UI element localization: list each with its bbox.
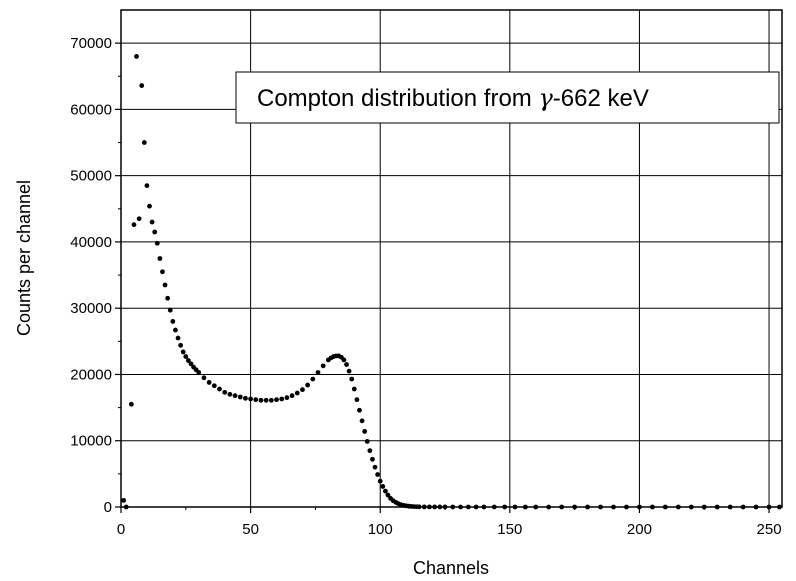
data-point (196, 370, 202, 375)
data-point (188, 361, 194, 367)
data-point (346, 368, 352, 374)
data-point (351, 386, 357, 392)
data-point (160, 269, 165, 275)
annotation-prefix: Compton distribution from (257, 85, 538, 112)
data-point (178, 342, 184, 348)
y-tick-label: 10000 (70, 433, 112, 450)
data-point (294, 390, 300, 396)
x-tick-labels: 0 50 100 150 200 250 (117, 521, 782, 538)
data-point (364, 438, 370, 444)
data-point (157, 256, 163, 261)
plot-frame (120, 9, 783, 508)
annotation-frame (235, 71, 780, 124)
data-point (383, 488, 388, 494)
data-point (380, 484, 386, 489)
data-point (385, 492, 391, 498)
data-point (183, 354, 189, 359)
x-tick-label: 200 (627, 521, 652, 538)
data-point (237, 394, 243, 400)
data-point (357, 407, 362, 413)
data-point (227, 391, 233, 397)
y-tick-labels: 0 10000 20000 30000 40000 50000 60000 70000 (70, 35, 112, 516)
gamma-symbol: γ (538, 84, 553, 112)
x-axis-title: Channels (413, 558, 489, 578)
data-point (341, 357, 347, 363)
data-point (128, 401, 134, 407)
data-point (274, 397, 279, 403)
x-tick-label: 250 (757, 521, 782, 538)
data-point (149, 219, 155, 225)
x-tick-label: 50 (242, 521, 259, 538)
annotation-suffix: -662 keV (553, 85, 649, 112)
x-tick-label: 0 (117, 521, 125, 538)
data-point (152, 229, 158, 235)
data-point (206, 380, 212, 385)
data-point (284, 395, 290, 401)
data-point (375, 472, 381, 477)
data-point (248, 396, 254, 402)
data-point (165, 295, 171, 301)
y-tick-label: 30000 (70, 300, 112, 317)
y-tick-label: 40000 (70, 234, 112, 251)
annotation-text: Compton distribution from γ-662 keV (257, 84, 649, 112)
data-point (139, 83, 145, 88)
data-point (263, 397, 269, 403)
data-point (362, 429, 368, 434)
y-tick-label: 0 (104, 499, 112, 516)
y-tick-label: 20000 (70, 366, 112, 383)
x-tick-label: 100 (368, 521, 393, 538)
data-point (370, 456, 375, 462)
data-point (170, 319, 176, 324)
x-tick-label: 150 (497, 521, 522, 538)
y-tick-label: 70000 (70, 35, 112, 52)
data-point (175, 335, 181, 341)
axis-ticks (115, 42, 770, 513)
data-point (344, 362, 349, 367)
data-point (211, 383, 217, 389)
data-point (279, 396, 285, 402)
data-point (154, 240, 160, 246)
data-point (354, 397, 360, 403)
data-point (134, 53, 139, 59)
data-point (173, 327, 178, 333)
data-point (349, 376, 355, 382)
data-point (121, 497, 126, 503)
data-point (185, 358, 191, 363)
data-point (141, 140, 147, 145)
data-point (367, 448, 373, 454)
data-point (300, 387, 305, 393)
data-point (377, 478, 383, 484)
data-point (162, 282, 168, 288)
data-point (144, 183, 150, 189)
data-point (372, 464, 378, 470)
data-points (121, 53, 782, 510)
data-point (359, 418, 365, 424)
data-point (315, 370, 321, 375)
data-point (268, 397, 274, 403)
y-tick-label: 50000 (70, 168, 112, 185)
data-point (243, 395, 248, 401)
data-point (217, 386, 222, 392)
data-point (222, 389, 228, 395)
data-point (167, 307, 173, 313)
data-point (253, 397, 259, 403)
data-point (147, 203, 152, 209)
data-point (310, 376, 316, 382)
y-tick-label: 60000 (70, 101, 112, 118)
data-point (305, 382, 311, 388)
data-point (289, 393, 295, 399)
data-point (258, 397, 264, 403)
data-point (201, 375, 207, 381)
data-point (136, 216, 142, 222)
data-point (131, 222, 137, 228)
data-point (180, 349, 186, 355)
annotation-box: Compton distribution from γ-662 keV (235, 71, 780, 124)
y-axis-title: Counts per channel (14, 180, 34, 336)
data-point (320, 363, 326, 369)
data-point (232, 393, 238, 399)
